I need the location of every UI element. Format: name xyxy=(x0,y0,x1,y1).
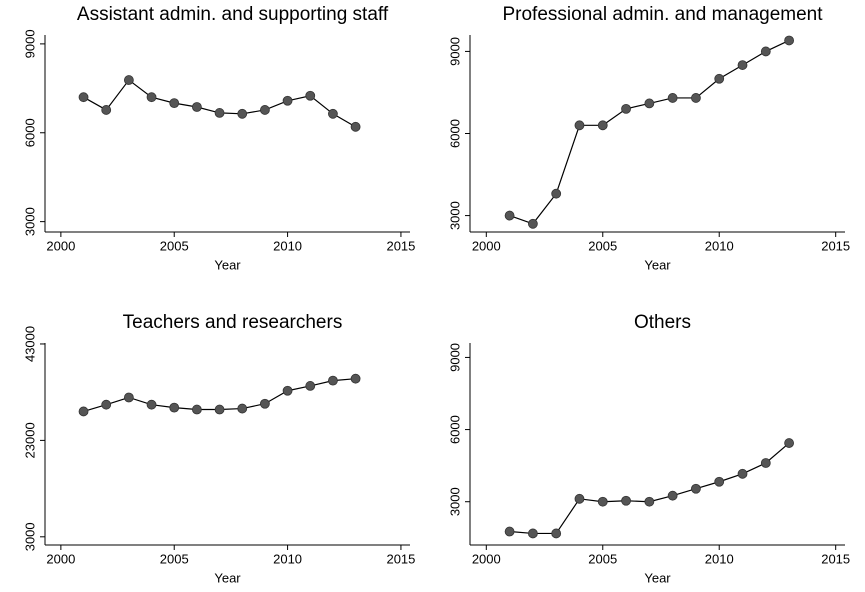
series-line xyxy=(509,442,790,535)
point xyxy=(214,404,225,415)
y-tick-label: 3000 xyxy=(447,487,462,516)
y-tick-label: 3000 xyxy=(22,522,37,551)
point xyxy=(191,404,202,415)
y-tick-label: 3000 xyxy=(22,207,37,236)
point xyxy=(146,92,157,103)
x-axis-label: Year xyxy=(214,570,241,585)
point xyxy=(328,375,338,386)
x-tick-label: 2015 xyxy=(821,238,850,253)
point xyxy=(101,105,112,115)
point xyxy=(237,108,248,119)
x-tick-label: 2015 xyxy=(386,551,415,566)
series-line xyxy=(83,79,356,128)
point xyxy=(784,35,794,46)
point xyxy=(214,108,225,118)
point xyxy=(123,392,134,403)
point xyxy=(350,121,361,132)
point xyxy=(551,188,562,199)
point xyxy=(123,75,134,85)
point xyxy=(691,93,701,103)
x-tick-label: 2000 xyxy=(46,551,75,566)
point xyxy=(260,398,270,409)
point xyxy=(527,218,538,229)
point xyxy=(760,46,771,57)
point xyxy=(282,95,293,106)
point xyxy=(350,373,361,384)
x-tick-label: 2000 xyxy=(472,551,501,566)
y-tick-label: 23000 xyxy=(22,422,37,458)
x-tick-label: 2010 xyxy=(705,238,734,253)
x-tick-label: 2005 xyxy=(160,238,189,253)
point xyxy=(282,385,293,396)
point xyxy=(597,496,608,507)
point xyxy=(78,406,89,417)
y-tick-label: 6000 xyxy=(22,118,37,147)
x-tick-label: 2010 xyxy=(273,238,302,253)
point xyxy=(737,468,748,479)
chart-title: Others xyxy=(634,312,691,333)
x-tick-label: 2010 xyxy=(705,551,734,566)
y-tick-label: 9000 xyxy=(447,37,462,66)
point xyxy=(191,102,202,112)
point xyxy=(305,90,316,101)
point xyxy=(621,103,631,114)
y-tick-label: 6000 xyxy=(447,415,462,444)
chart-title: Professional admin. and management xyxy=(502,4,823,25)
point xyxy=(78,92,89,103)
point xyxy=(784,438,794,448)
point xyxy=(760,458,771,468)
chart-title: Teachers and researchers xyxy=(123,312,343,333)
point xyxy=(714,73,725,84)
point xyxy=(737,60,748,70)
x-axis-label: Year xyxy=(644,570,671,585)
point xyxy=(551,528,562,539)
point xyxy=(328,108,338,119)
point xyxy=(305,381,316,391)
y-tick-label: 9000 xyxy=(447,343,462,372)
point xyxy=(667,490,678,501)
series-line xyxy=(509,39,790,225)
y-tick-label: 3000 xyxy=(447,201,462,230)
point xyxy=(597,120,608,131)
x-axis-label: Year xyxy=(644,257,671,272)
point xyxy=(527,528,538,539)
chart-title: Assistant admin. and supporting staff xyxy=(77,4,389,25)
x-tick-label: 2010 xyxy=(273,551,302,566)
y-tick-label: 6000 xyxy=(447,119,462,148)
point xyxy=(644,496,655,507)
point xyxy=(260,105,270,115)
point xyxy=(574,493,585,504)
x-tick-label: 2005 xyxy=(588,238,617,253)
point xyxy=(574,120,585,131)
point xyxy=(621,495,631,506)
x-tick-label: 2005 xyxy=(588,551,617,566)
point xyxy=(504,526,515,537)
point xyxy=(169,402,180,413)
point xyxy=(146,399,157,410)
point xyxy=(714,476,725,487)
x-axis-label: Year xyxy=(214,257,241,272)
x-tick-label: 2015 xyxy=(386,238,415,253)
x-tick-label: 2000 xyxy=(472,238,501,253)
x-tick-label: 2015 xyxy=(821,551,850,566)
point xyxy=(644,98,655,109)
x-tick-label: 2005 xyxy=(160,551,189,566)
x-tick-label: 2000 xyxy=(46,238,75,253)
point xyxy=(101,399,112,410)
point xyxy=(169,98,180,109)
point xyxy=(691,483,701,494)
y-tick-label: 9000 xyxy=(22,29,37,58)
point xyxy=(504,210,515,221)
point xyxy=(237,403,248,414)
y-tick-label: 43000 xyxy=(22,326,37,362)
point xyxy=(667,93,678,103)
